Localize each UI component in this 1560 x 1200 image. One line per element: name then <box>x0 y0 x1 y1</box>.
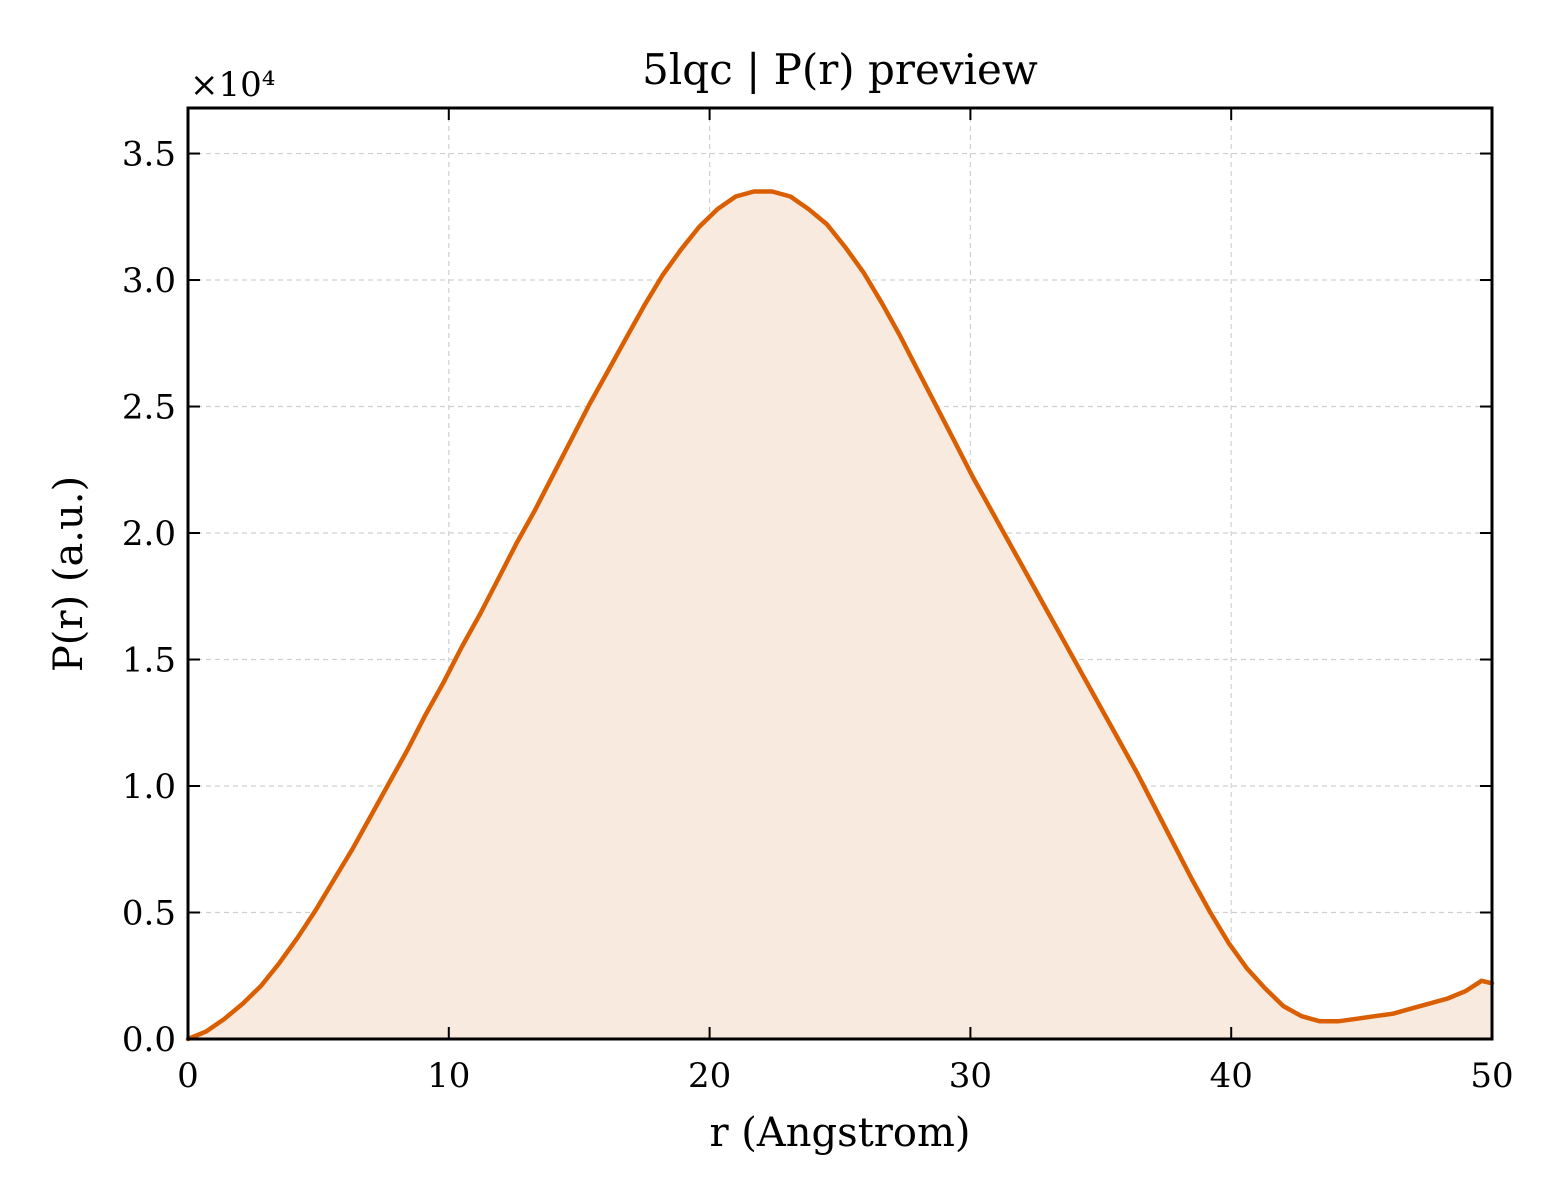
y-tick-label: 0.0 <box>122 1020 176 1060</box>
series-line <box>185 189 1495 1042</box>
y-axis-title: P(r) (a.u.) <box>46 476 92 672</box>
y-tick-label: 2.0 <box>122 514 176 554</box>
y-tick-label: 0.5 <box>122 894 176 934</box>
y-tick-label: 2.5 <box>122 388 176 428</box>
y-tick-labels: 0.0 0.5 1.0 1.5 2.0 2.5 3.0 3.5 <box>122 135 176 1060</box>
axis-ticks <box>187 108 1493 1040</box>
x-tick-labels: 0 10 20 30 40 50 <box>177 1056 1513 1096</box>
x-tick-label: 30 <box>949 1056 992 1096</box>
x-tick-label: 0 <box>177 1056 199 1096</box>
x-tick-label: 50 <box>1470 1056 1513 1096</box>
x-tick-label: 40 <box>1210 1056 1253 1096</box>
y-tick-label: 1.0 <box>122 767 176 807</box>
plot-area <box>185 189 1495 1042</box>
series-area-fill <box>188 191 1492 1039</box>
y-tick-label: 3.5 <box>122 135 176 175</box>
x-tick-label: 20 <box>688 1056 731 1096</box>
y-tick-label: 3.0 <box>122 261 176 301</box>
y-offset-label: ×10⁴ <box>190 65 275 105</box>
chart-title: 5lqc | P(r) preview <box>642 45 1038 94</box>
y-tick-label: 1.5 <box>122 641 176 681</box>
x-axis-title: r (Angstrom) <box>709 1110 970 1156</box>
plot-frame <box>186 106 1494 1041</box>
x-tick-label: 10 <box>427 1056 470 1096</box>
